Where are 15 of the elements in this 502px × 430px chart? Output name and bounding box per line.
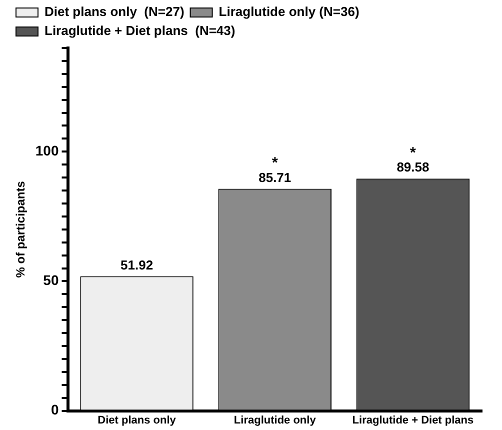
legend-label: Liraglutide only (N=36) bbox=[218, 4, 360, 20]
legend-label: Diet plans only (N=27) bbox=[44, 4, 184, 20]
x-tick-label: Diet plans only bbox=[98, 414, 177, 426]
x-tick-label: Liraglutide + Diet plans bbox=[352, 414, 474, 426]
x-tick-label: Liraglutide only bbox=[234, 414, 317, 426]
data-label: 89.58 bbox=[396, 160, 430, 175]
y-axis-title: % of participants bbox=[14, 180, 28, 278]
data-label: 51.92 bbox=[120, 257, 154, 272]
annotation: * bbox=[272, 154, 278, 172]
y-tick-label: 100 bbox=[35, 142, 59, 159]
annotation: * bbox=[410, 144, 416, 162]
y-tick-label: 0 bbox=[50, 402, 59, 418]
y-tick-label: 50 bbox=[43, 272, 59, 288]
legend-label: Liraglutide + Diet plans (N=43) bbox=[44, 23, 236, 38]
data-label: 85.71 bbox=[258, 170, 292, 185]
